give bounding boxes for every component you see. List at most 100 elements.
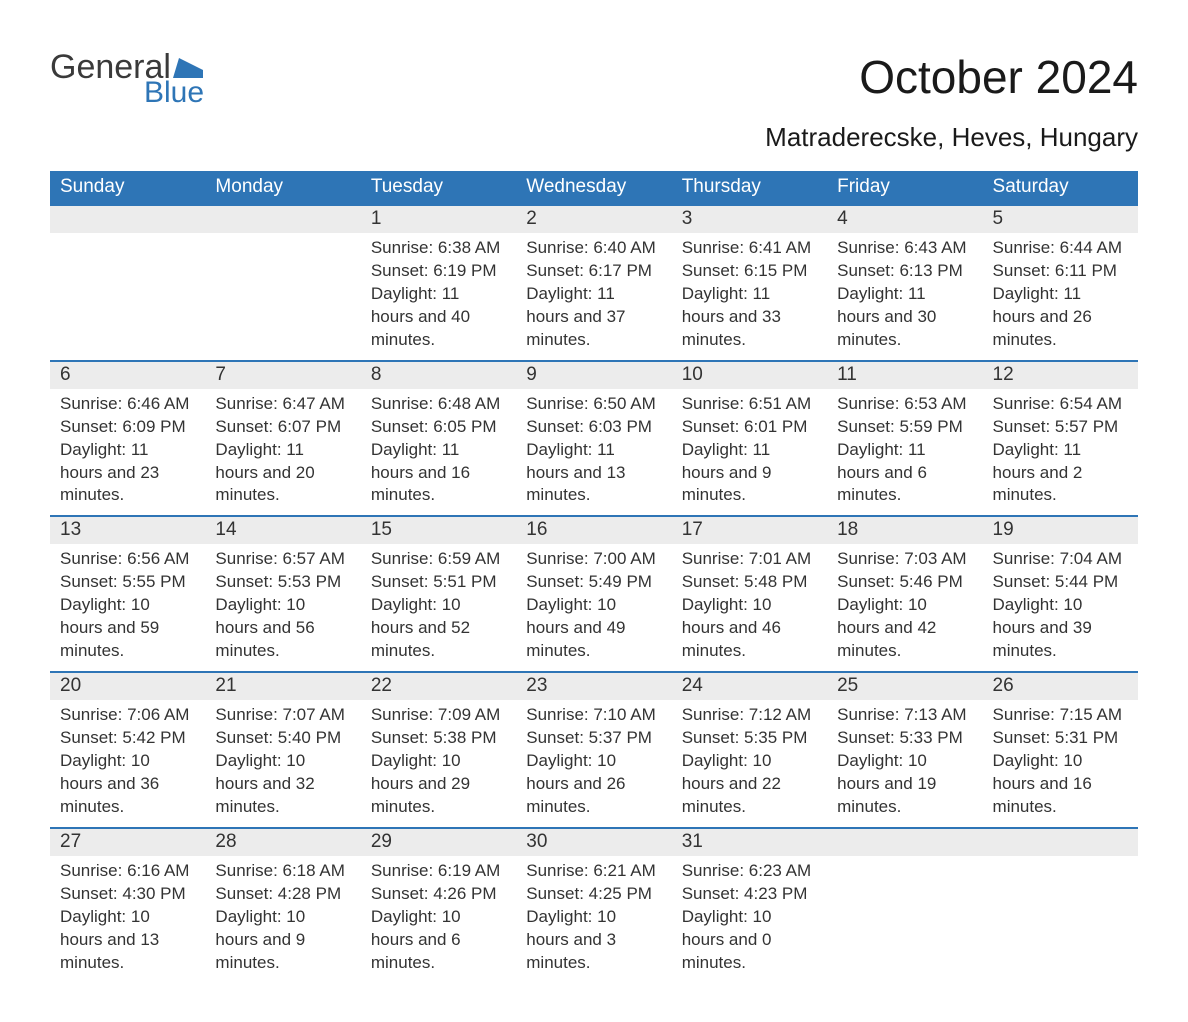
day-number-cell: 15 [361, 516, 516, 544]
day-number-cell: 27 [50, 828, 205, 856]
daylight-text: Daylight: 10 hours and 22 minutes. [682, 750, 817, 819]
day-content-cell: Sunrise: 7:12 AMSunset: 5:35 PMDaylight:… [672, 700, 827, 828]
day-content-cell: Sunrise: 7:04 AMSunset: 5:44 PMDaylight:… [983, 544, 1138, 672]
day-number-cell: 12 [983, 361, 1138, 389]
weekday-header: Friday [827, 171, 982, 205]
day-number-cell: 20 [50, 672, 205, 700]
daylight-text: Daylight: 11 hours and 6 minutes. [837, 439, 972, 508]
sunrise-text: Sunrise: 6:51 AM [682, 393, 817, 416]
day-number-cell: 28 [205, 828, 360, 856]
sunrise-text: Sunrise: 7:03 AM [837, 548, 972, 571]
sunset-text: Sunset: 6:13 PM [837, 260, 972, 283]
day-content-cell: Sunrise: 6:50 AMSunset: 6:03 PMDaylight:… [516, 389, 671, 517]
sunset-text: Sunset: 5:37 PM [526, 727, 661, 750]
daylight-text: Daylight: 11 hours and 33 minutes. [682, 283, 817, 352]
calendar-body: 12345Sunrise: 6:38 AMSunset: 6:19 PMDayl… [50, 205, 1138, 982]
daylight-text: Daylight: 10 hours and 46 minutes. [682, 594, 817, 663]
sunrise-text: Sunrise: 6:54 AM [993, 393, 1128, 416]
title-area: October 2024 Matraderecske, Heves, Hunga… [765, 50, 1138, 163]
day-content-cell [983, 856, 1138, 983]
daynum-row: 2728293031 [50, 828, 1138, 856]
sunset-text: Sunset: 6:09 PM [60, 416, 195, 439]
brand-logo: General Blue [50, 50, 204, 108]
location-subtitle: Matraderecske, Heves, Hungary [765, 122, 1138, 153]
day-content-cell: Sunrise: 7:00 AMSunset: 5:49 PMDaylight:… [516, 544, 671, 672]
sunset-text: Sunset: 6:01 PM [682, 416, 817, 439]
daylight-text: Daylight: 11 hours and 9 minutes. [682, 439, 817, 508]
content-row: Sunrise: 7:06 AMSunset: 5:42 PMDaylight:… [50, 700, 1138, 828]
day-content-cell: Sunrise: 6:41 AMSunset: 6:15 PMDaylight:… [672, 233, 827, 361]
brand-word2: Blue [144, 78, 204, 108]
sunrise-text: Sunrise: 7:13 AM [837, 704, 972, 727]
day-content-cell: Sunrise: 6:21 AMSunset: 4:25 PMDaylight:… [516, 856, 671, 983]
sunrise-text: Sunrise: 7:09 AM [371, 704, 506, 727]
daylight-text: Daylight: 10 hours and 13 minutes. [60, 906, 195, 975]
weekday-header: Thursday [672, 171, 827, 205]
day-content-cell [50, 233, 205, 361]
daylight-text: Daylight: 10 hours and 49 minutes. [526, 594, 661, 663]
header: General Blue October 2024 Matraderecske,… [50, 50, 1138, 163]
sunrise-text: Sunrise: 6:41 AM [682, 237, 817, 260]
day-number-cell: 4 [827, 205, 982, 233]
daylight-text: Daylight: 11 hours and 13 minutes. [526, 439, 661, 508]
sunset-text: Sunset: 6:11 PM [993, 260, 1128, 283]
sunrise-text: Sunrise: 6:21 AM [526, 860, 661, 883]
day-number-cell: 3 [672, 205, 827, 233]
day-number-cell: 10 [672, 361, 827, 389]
day-number-cell: 24 [672, 672, 827, 700]
weekday-header: Wednesday [516, 171, 671, 205]
sunrise-text: Sunrise: 7:07 AM [215, 704, 350, 727]
calendar-table: Sunday Monday Tuesday Wednesday Thursday… [50, 171, 1138, 982]
day-number-cell: 13 [50, 516, 205, 544]
day-content-cell: Sunrise: 6:44 AMSunset: 6:11 PMDaylight:… [983, 233, 1138, 361]
day-content-cell: Sunrise: 6:51 AMSunset: 6:01 PMDaylight:… [672, 389, 827, 517]
sunrise-text: Sunrise: 7:12 AM [682, 704, 817, 727]
sunrise-text: Sunrise: 7:06 AM [60, 704, 195, 727]
day-content-cell: Sunrise: 7:10 AMSunset: 5:37 PMDaylight:… [516, 700, 671, 828]
day-number-cell: 23 [516, 672, 671, 700]
daylight-text: Daylight: 10 hours and 39 minutes. [993, 594, 1128, 663]
daylight-text: Daylight: 11 hours and 20 minutes. [215, 439, 350, 508]
daylight-text: Daylight: 10 hours and 16 minutes. [993, 750, 1128, 819]
daylight-text: Daylight: 10 hours and 42 minutes. [837, 594, 972, 663]
daylight-text: Daylight: 10 hours and 32 minutes. [215, 750, 350, 819]
day-content-cell: Sunrise: 7:03 AMSunset: 5:46 PMDaylight:… [827, 544, 982, 672]
day-content-cell: Sunrise: 6:23 AMSunset: 4:23 PMDaylight:… [672, 856, 827, 983]
day-content-cell: Sunrise: 6:57 AMSunset: 5:53 PMDaylight:… [205, 544, 360, 672]
sunset-text: Sunset: 6:15 PM [682, 260, 817, 283]
day-number-cell [50, 205, 205, 233]
sunrise-text: Sunrise: 7:01 AM [682, 548, 817, 571]
sunset-text: Sunset: 6:17 PM [526, 260, 661, 283]
daylight-text: Daylight: 10 hours and 29 minutes. [371, 750, 506, 819]
sunset-text: Sunset: 5:53 PM [215, 571, 350, 594]
day-content-cell: Sunrise: 7:09 AMSunset: 5:38 PMDaylight:… [361, 700, 516, 828]
sunset-text: Sunset: 5:48 PM [682, 571, 817, 594]
day-number-cell: 30 [516, 828, 671, 856]
day-number-cell: 22 [361, 672, 516, 700]
sunset-text: Sunset: 5:40 PM [215, 727, 350, 750]
weekday-header-row: Sunday Monday Tuesday Wednesday Thursday… [50, 171, 1138, 205]
content-row: Sunrise: 6:46 AMSunset: 6:09 PMDaylight:… [50, 389, 1138, 517]
sunrise-text: Sunrise: 6:38 AM [371, 237, 506, 260]
sunrise-text: Sunrise: 6:19 AM [371, 860, 506, 883]
day-number-cell [205, 205, 360, 233]
content-row: Sunrise: 6:16 AMSunset: 4:30 PMDaylight:… [50, 856, 1138, 983]
daylight-text: Daylight: 10 hours and 19 minutes. [837, 750, 972, 819]
daylight-text: Daylight: 10 hours and 9 minutes. [215, 906, 350, 975]
day-number-cell: 29 [361, 828, 516, 856]
sunset-text: Sunset: 5:51 PM [371, 571, 506, 594]
sunrise-text: Sunrise: 6:48 AM [371, 393, 506, 416]
daylight-text: Daylight: 11 hours and 37 minutes. [526, 283, 661, 352]
day-number-cell [983, 828, 1138, 856]
day-number-cell: 25 [827, 672, 982, 700]
sunrise-text: Sunrise: 6:56 AM [60, 548, 195, 571]
sunset-text: Sunset: 5:33 PM [837, 727, 972, 750]
day-number-cell: 21 [205, 672, 360, 700]
day-number-cell: 18 [827, 516, 982, 544]
day-content-cell: Sunrise: 7:07 AMSunset: 5:40 PMDaylight:… [205, 700, 360, 828]
day-number-cell: 26 [983, 672, 1138, 700]
sunset-text: Sunset: 5:57 PM [993, 416, 1128, 439]
sunrise-text: Sunrise: 6:18 AM [215, 860, 350, 883]
weekday-header: Saturday [983, 171, 1138, 205]
content-row: Sunrise: 6:38 AMSunset: 6:19 PMDaylight:… [50, 233, 1138, 361]
